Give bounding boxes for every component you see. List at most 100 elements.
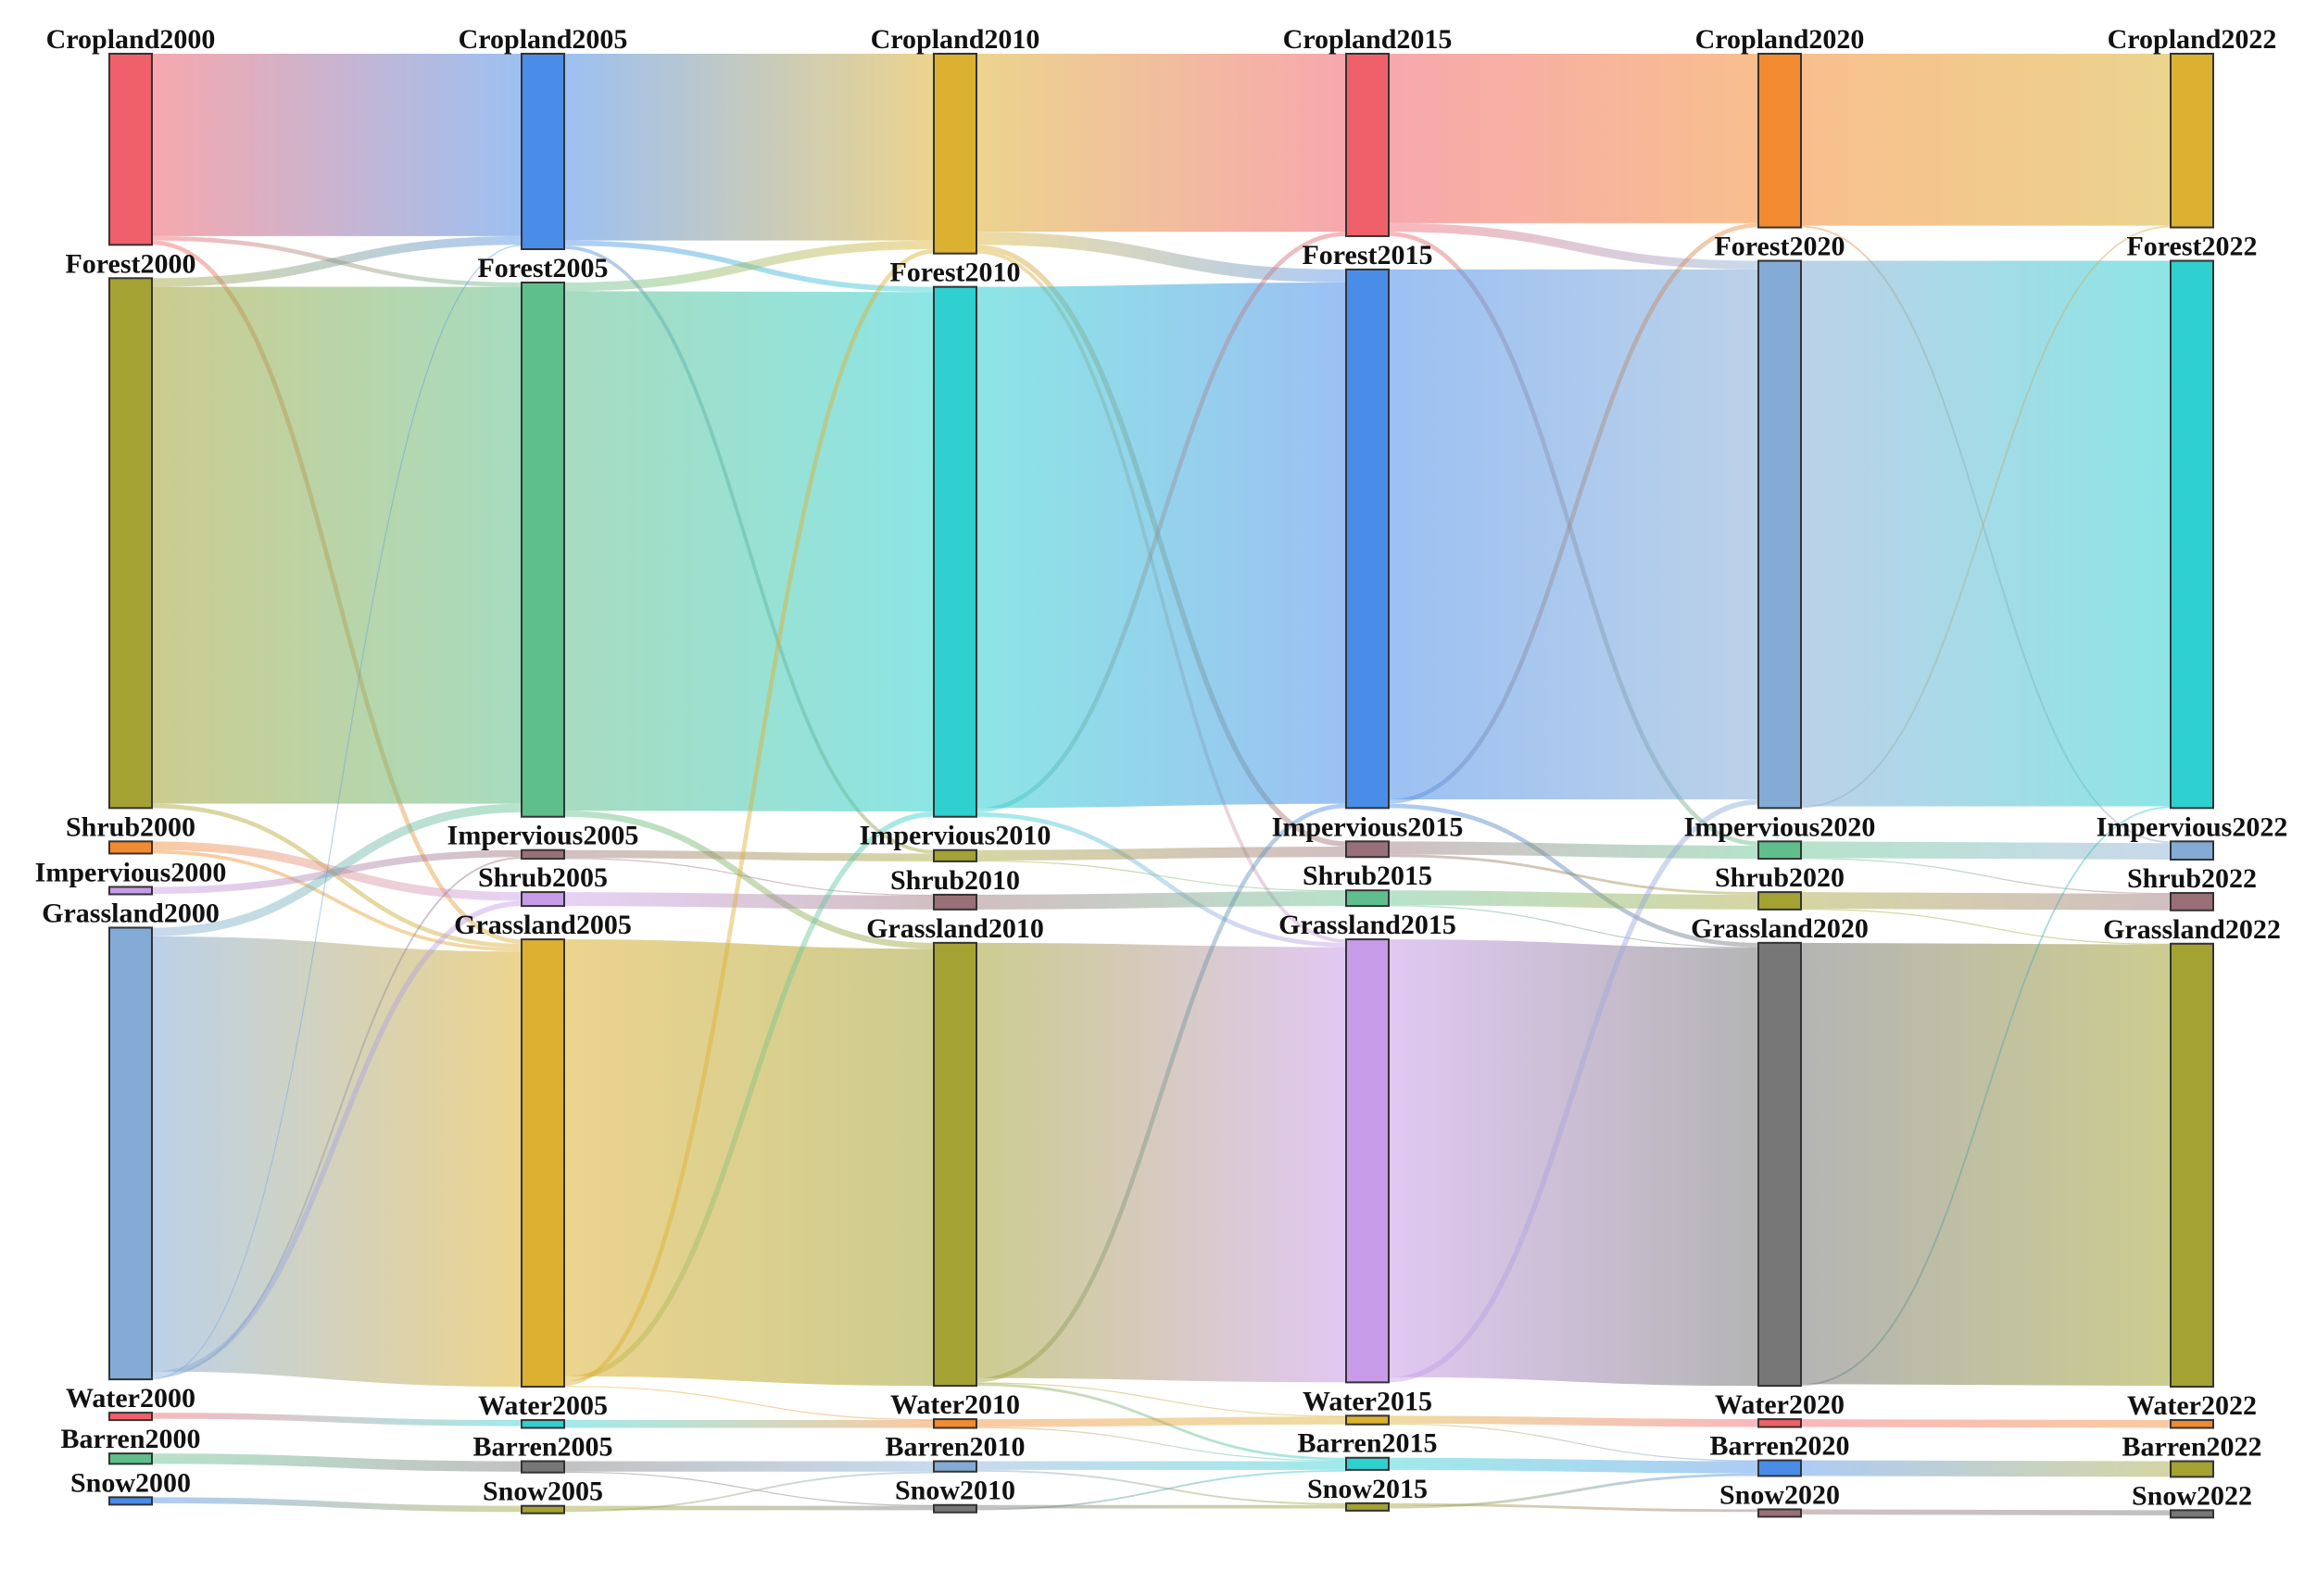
node-Impervious2020[interactable] <box>1757 840 1802 861</box>
link-Barren2020-Barren2022 <box>1800 1460 2172 1477</box>
node-label-Snow2005: Snow2005 <box>483 1477 603 1507</box>
node-Cropland2020[interactable] <box>1757 53 1802 229</box>
node-Grassland2010[interactable] <box>933 941 977 1388</box>
link-Grassland2000-Forest2005 <box>151 803 523 936</box>
link-Water2000-Water2005 <box>151 1413 523 1426</box>
node-Shrub2010[interactable] <box>933 893 977 911</box>
node-label-Snow2020: Snow2020 <box>1719 1479 1840 1510</box>
link-Grassland2020-Forest2022 <box>1800 806 2172 1387</box>
link-Impervious2020-Shrub2022 <box>1800 858 2172 895</box>
link-Shrub2020-Grassland2022 <box>1800 908 2172 945</box>
node-Snow2020[interactable] <box>1757 1508 1802 1518</box>
node-Grassland2000[interactable] <box>108 926 153 1381</box>
link-Forest2005-Grassland2010 <box>563 811 935 949</box>
node-Snow2000[interactable] <box>108 1496 153 1506</box>
node-Shrub2022[interactable] <box>2170 892 2214 911</box>
link-Impervious2010-Impervious2015 <box>976 846 1347 861</box>
link-Cropland2010-Forest2015 <box>976 232 1347 283</box>
node-Grassland2022[interactable] <box>2170 942 2214 1389</box>
link-Snow2000-Snow2005 <box>151 1497 523 1513</box>
node-Cropland2000[interactable] <box>108 53 153 246</box>
link-Barren2015-Barren2020 <box>1388 1457 1759 1474</box>
node-Barren2000[interactable] <box>108 1452 153 1465</box>
node-label-Forest2000: Forest2000 <box>65 248 195 279</box>
node-Cropland2022[interactable] <box>2170 53 2214 229</box>
link-Water2010-Barren2015 <box>976 1426 1347 1462</box>
link-Impervious2015-Shrub2020 <box>1388 854 1759 895</box>
link-Grassland2010-Water2015 <box>976 1382 1347 1417</box>
node-Impervious2005[interactable] <box>521 848 565 861</box>
node-Impervious2015[interactable] <box>1345 840 1390 859</box>
node-Snow2005[interactable] <box>521 1504 565 1514</box>
node-label-Grassland2022: Grassland2022 <box>2103 914 2281 945</box>
node-label-Water2015: Water2015 <box>1303 1386 1432 1416</box>
node-Cropland2010[interactable] <box>933 53 977 255</box>
node-Water2010[interactable] <box>933 1418 977 1429</box>
node-Grassland2020[interactable] <box>1757 941 1802 1388</box>
node-Forest2000[interactable] <box>108 277 153 810</box>
node-Impervious2010[interactable] <box>933 848 977 862</box>
node-label-Snow2010: Snow2010 <box>895 1476 1015 1506</box>
link-Grassland2010-Grassland2015 <box>976 942 1347 1383</box>
link-Shrub2005-Shrub2010 <box>563 892 935 910</box>
node-label-Grassland2020: Grassland2020 <box>1691 913 1869 944</box>
node-Shrub2000[interactable] <box>108 840 153 855</box>
link-Forest2010-Cropland2015 <box>976 232 1347 813</box>
node-Snow2010[interactable] <box>933 1503 977 1514</box>
link-Grassland2005-Water2010 <box>563 1386 935 1421</box>
link-Forest2000-Grassland2005 <box>151 803 523 949</box>
link-Impervious2020-Impervious2022 <box>1800 841 2172 861</box>
node-Water2020[interactable] <box>1757 1418 1802 1428</box>
node-Barren2005[interactable] <box>521 1460 565 1474</box>
link-Forest2005-Forest2010 <box>563 291 935 812</box>
node-Barren2015[interactable] <box>1345 1456 1390 1471</box>
node-Grassland2005[interactable] <box>521 938 565 1389</box>
node-Water2005[interactable] <box>521 1419 565 1429</box>
link-Forest2010-Forest2015 <box>976 282 1347 809</box>
node-label-Impervious2022: Impervious2022 <box>2097 811 2288 842</box>
node-Forest2015[interactable] <box>1345 268 1390 810</box>
node-label-Forest2020: Forest2020 <box>1714 232 1845 262</box>
link-Grassland2000-Impervious2005 <box>151 857 523 1379</box>
link-Barren2005-Snow2010 <box>563 1471 935 1506</box>
node-Forest2010[interactable] <box>933 285 977 818</box>
node-Forest2022[interactable] <box>2170 259 2214 810</box>
node-Water2022[interactable] <box>2170 1419 2214 1429</box>
node-label-Grassland2005: Grassland2005 <box>454 910 632 940</box>
link-Forest2015-Cropland2020 <box>1388 222 1759 804</box>
node-Barren2010[interactable] <box>933 1460 977 1473</box>
node-label-Water2010: Water2010 <box>890 1389 1020 1420</box>
node-Cropland2005[interactable] <box>521 53 565 250</box>
node-label-Impervious2015: Impervious2015 <box>1272 811 1464 842</box>
node-label-Impervious2000: Impervious2000 <box>35 857 227 887</box>
node-Snow2022[interactable] <box>2170 1509 2214 1519</box>
node-Water2000[interactable] <box>108 1412 153 1422</box>
node-Forest2020[interactable] <box>1757 259 1802 810</box>
link-Grassland2015-Grassland2020 <box>1388 939 1759 1387</box>
node-Water2015[interactable] <box>1345 1414 1390 1426</box>
node-label-Barren2020: Barren2020 <box>1709 1431 1849 1462</box>
node-label-Forest2015: Forest2015 <box>1302 240 1432 270</box>
node-label-Water2022: Water2022 <box>2127 1390 2257 1421</box>
link-Forest2010-Grassland2015 <box>976 812 1347 948</box>
node-Impervious2022[interactable] <box>2170 840 2214 861</box>
node-label-Impervious2010: Impervious2010 <box>860 821 1051 851</box>
node-Barren2022[interactable] <box>2170 1460 2214 1478</box>
node-Barren2020[interactable] <box>1757 1459 1802 1477</box>
node-Cropland2015[interactable] <box>1345 53 1390 237</box>
node-label-Barren2015: Barren2015 <box>1297 1428 1437 1459</box>
link-Water2015-Barren2020 <box>1388 1423 1759 1462</box>
node-label-Shrub2000: Shrub2000 <box>66 811 195 842</box>
link-Shrub2015-Shrub2020 <box>1388 890 1759 910</box>
node-Shrub2005[interactable] <box>521 891 565 908</box>
node-Forest2005[interactable] <box>521 281 565 818</box>
node-Grassland2015[interactable] <box>1345 938 1390 1384</box>
link-Shrub2010-Shrub2015 <box>976 891 1347 910</box>
node-label-Forest2005: Forest2005 <box>477 253 608 283</box>
node-Shrub2020[interactable] <box>1757 891 1802 911</box>
node-Shrub2015[interactable] <box>1345 889 1390 908</box>
link-Forest2020-Cropland2022 <box>1800 225 2172 809</box>
link-Grassland2005-Cropland2010 <box>563 248 935 1387</box>
node-Snow2015[interactable] <box>1345 1502 1390 1512</box>
node-Impervious2000[interactable] <box>108 886 153 896</box>
